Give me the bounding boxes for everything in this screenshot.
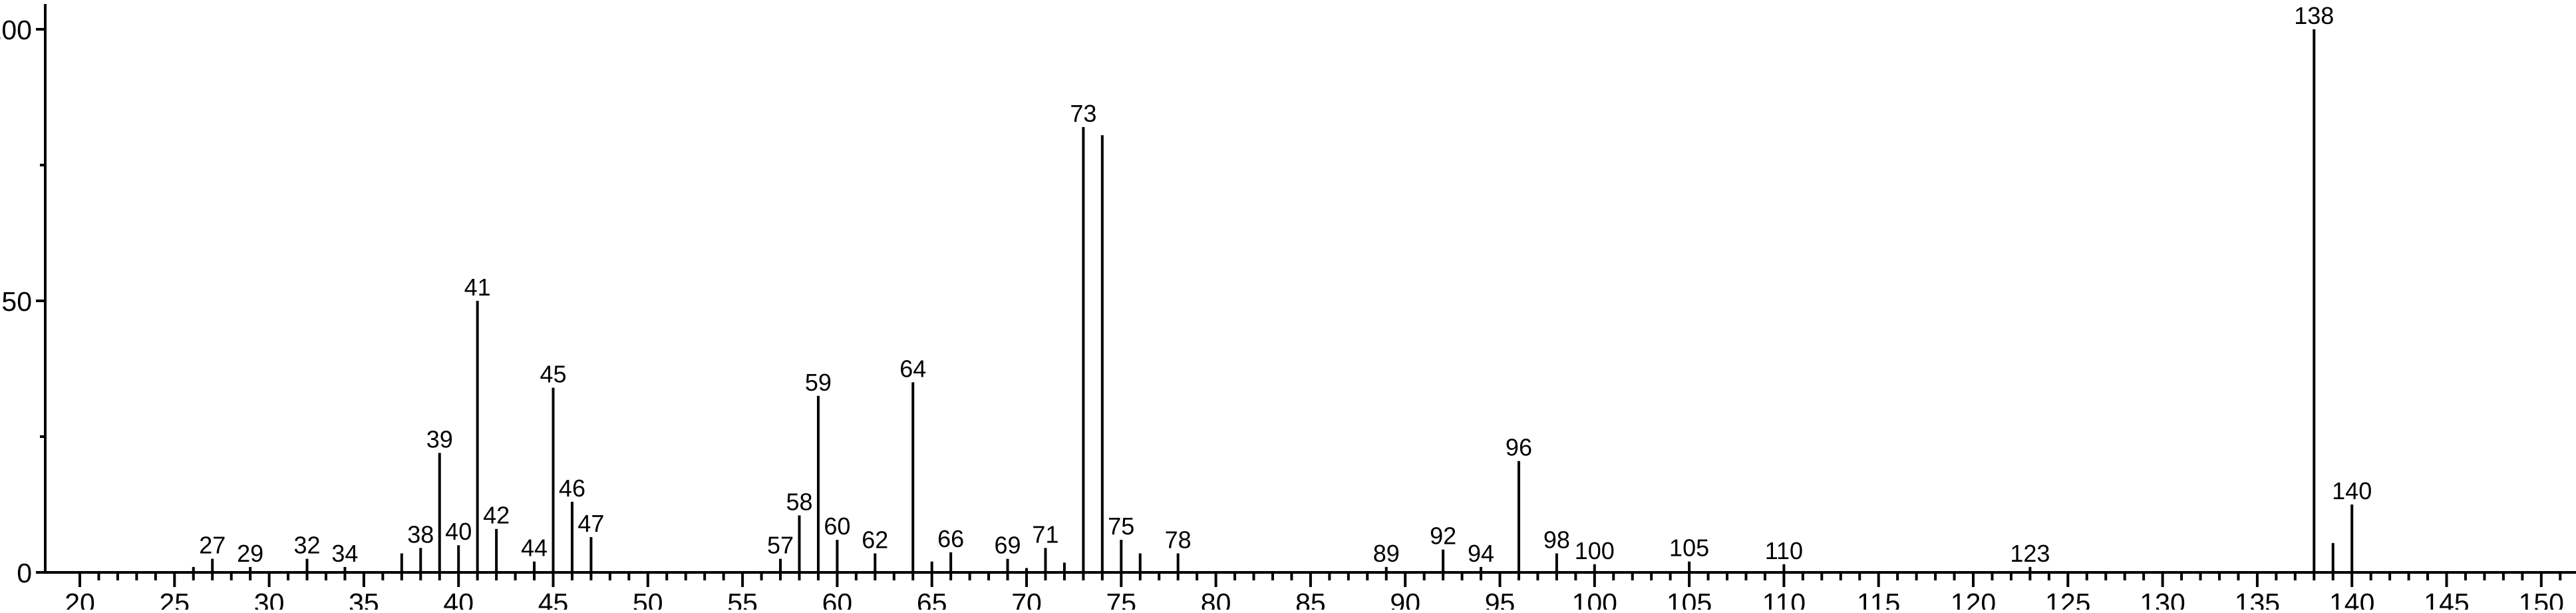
x-tick-label: 95	[1485, 588, 1516, 610]
x-tick-label: 135	[2235, 588, 2280, 610]
y-tick-label: 50	[1, 286, 32, 317]
x-tick-label: 50	[633, 588, 663, 610]
x-tick-label: 115	[1857, 588, 1900, 610]
x-tick-label: 30	[254, 588, 285, 610]
x-tick-label: 60	[822, 588, 853, 610]
x-tick-label: 65	[917, 588, 947, 610]
x-tick-label: 110	[1762, 588, 1806, 610]
peak-label-71: 71	[1032, 520, 1058, 548]
peak-label-94: 94	[1468, 540, 1494, 567]
peak-label-44: 44	[521, 534, 548, 562]
x-tick-label: 100	[1572, 588, 1617, 610]
x-tick-label: 45	[538, 588, 569, 610]
x-tick-label: 145	[2424, 588, 2469, 610]
peak-label-73: 73	[1070, 100, 1096, 127]
peak-label-45: 45	[540, 361, 566, 388]
y-tick-label: 100	[0, 15, 32, 45]
peak-label-27: 27	[199, 532, 226, 559]
peak-label-46: 46	[559, 475, 585, 502]
peak-label-110: 110	[1765, 537, 1803, 564]
x-tick-label: 25	[159, 588, 190, 610]
x-tick-label: 150	[2519, 588, 2564, 610]
x-tick-label: 105	[1667, 588, 1712, 610]
x-tick-label: 20	[65, 588, 95, 610]
peak-label-98: 98	[1543, 526, 1570, 553]
peak-label-64: 64	[899, 355, 926, 382]
peak-label-29: 29	[237, 540, 263, 567]
y-tick-label: 0	[17, 558, 32, 588]
peak-label-38: 38	[407, 520, 434, 548]
x-tick-label: 55	[727, 588, 758, 610]
x-tick-label: 90	[1390, 588, 1420, 610]
x-tick-label: 35	[349, 588, 379, 610]
peak-label-69: 69	[995, 532, 1021, 559]
peak-label-140: 140	[2332, 477, 2372, 505]
peak-label-62: 62	[862, 526, 888, 553]
x-tick-label: 140	[2329, 588, 2374, 610]
x-tick-label: 125	[2045, 588, 2090, 610]
peak-label-57: 57	[767, 532, 794, 559]
x-tick-label: 120	[1951, 588, 1996, 610]
x-tick-label: 80	[1201, 588, 1231, 610]
peak-label-47: 47	[577, 510, 604, 537]
peak-label-34: 34	[331, 540, 358, 567]
peak-label-96: 96	[1506, 434, 1532, 461]
peak-label-42: 42	[483, 502, 510, 529]
peak-label-39: 39	[426, 425, 453, 453]
x-tick-label: 85	[1295, 588, 1326, 610]
peak-label-89: 89	[1373, 540, 1400, 567]
x-tick-label: 75	[1106, 588, 1136, 610]
peak-label-59: 59	[805, 369, 832, 396]
peak-label-123: 123	[2010, 540, 2050, 567]
x-tick-label: 130	[2140, 588, 2185, 610]
peak-label-78: 78	[1165, 526, 1192, 553]
peak-label-66: 66	[937, 525, 964, 552]
peak-label-100: 100	[1575, 537, 1615, 564]
peak-label-138: 138	[2294, 2, 2334, 29]
peak-label-32: 32	[293, 532, 320, 559]
peak-label-92: 92	[1430, 522, 1456, 550]
peak-label-58: 58	[786, 488, 812, 515]
x-tick-label: 70	[1011, 588, 1042, 610]
peak-label-105: 105	[1669, 534, 1709, 562]
peak-label-40: 40	[445, 518, 472, 545]
x-tick-label: 40	[443, 588, 474, 610]
peak-label-75: 75	[1108, 512, 1134, 540]
peak-label-60: 60	[824, 512, 850, 540]
peak-label-41: 41	[464, 274, 491, 301]
